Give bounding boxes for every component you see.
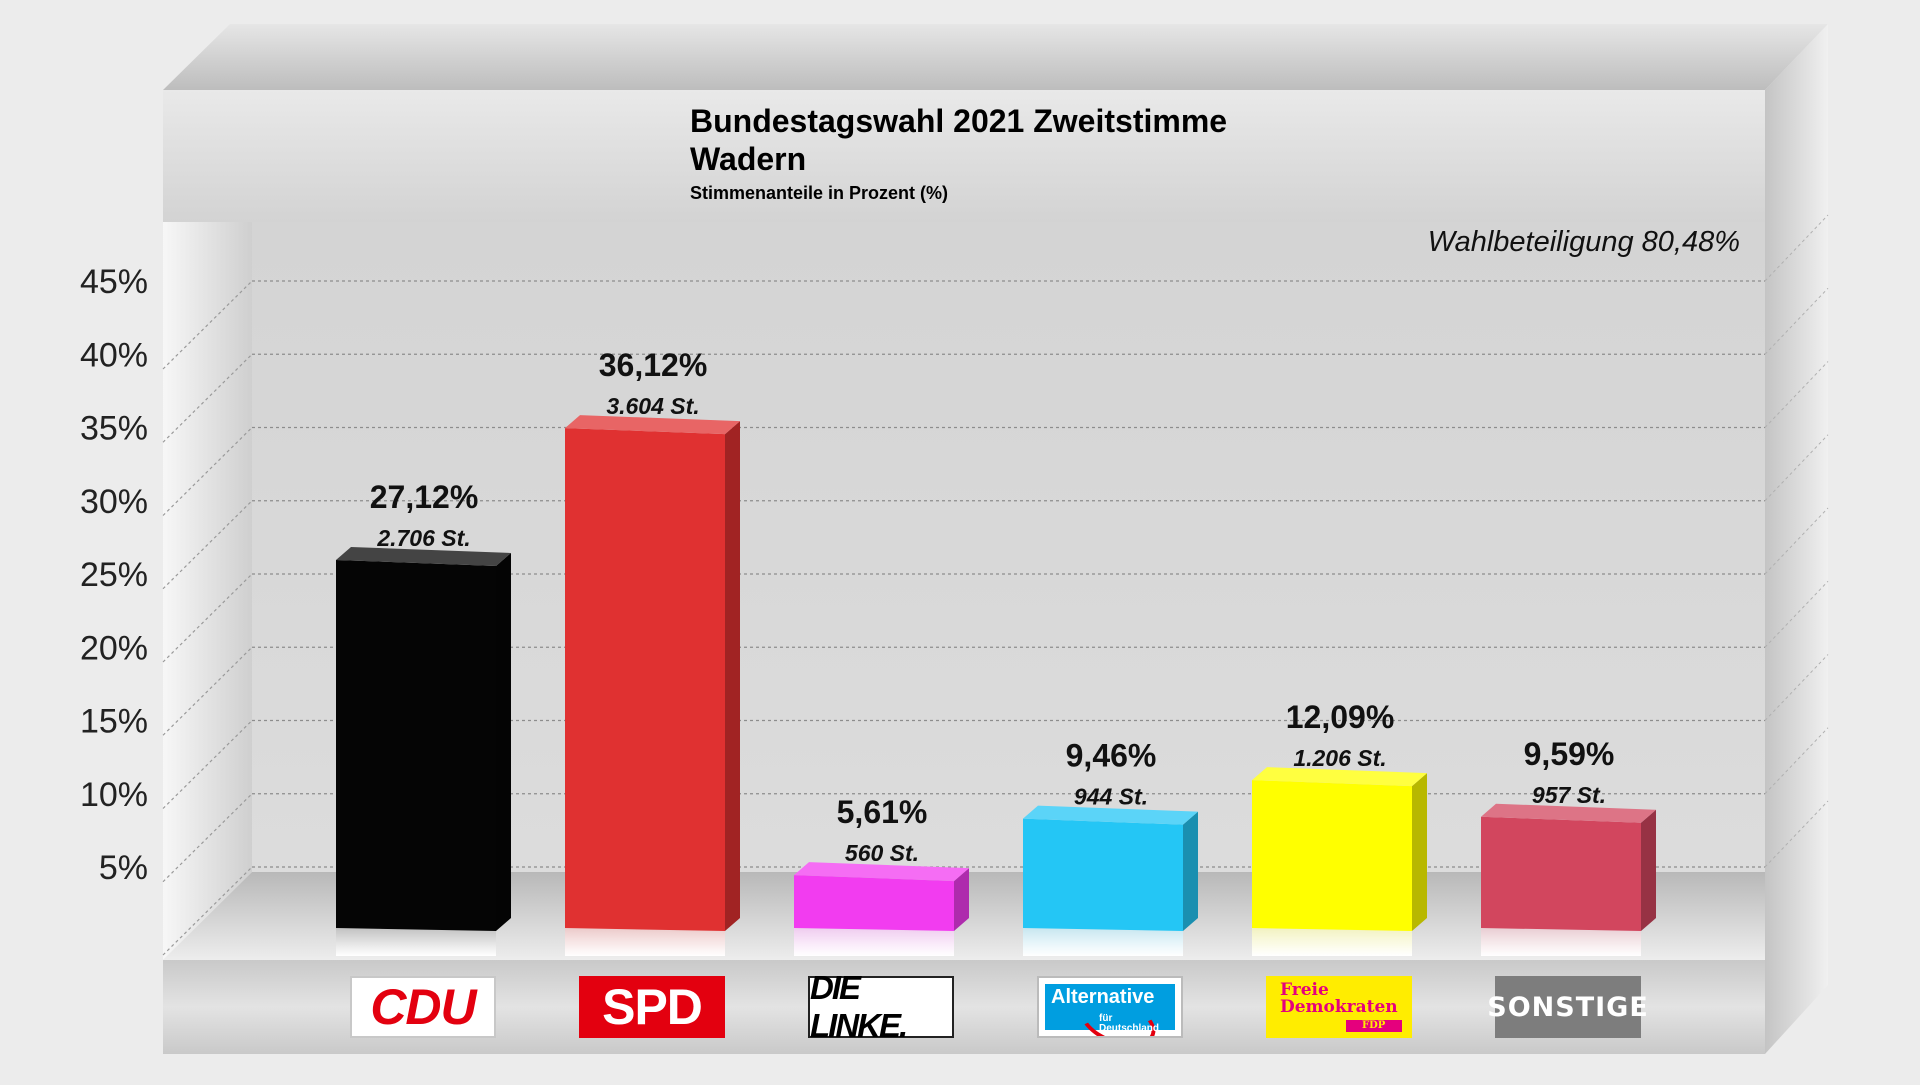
grid-line-side (162, 720, 253, 809)
bar-side (1412, 773, 1427, 931)
bar-top (336, 546, 511, 566)
spd-logo: SPD (579, 976, 725, 1038)
left-wall (163, 222, 252, 960)
bar-reflection-fade (565, 928, 725, 956)
turnout-annotation: Wahlbeteiligung 80,48% (1427, 226, 1740, 258)
fdp-logo-bar (1346, 1020, 1402, 1032)
y-tick-label: 10% (80, 776, 148, 814)
votes-label: 944 St. (1074, 784, 1148, 810)
y-axis-label: Stimmenanteile in Prozent (%) (690, 183, 949, 203)
y-tick-label: 25% (80, 556, 148, 594)
bar-side (954, 868, 969, 931)
y-tick-label: 45% (80, 263, 148, 301)
chart-subtitle: Wadern (690, 141, 807, 177)
value-label: 27,12% (370, 479, 479, 515)
linke-logo: DIE LINKE. (808, 969, 954, 1044)
votes-label: 560 St. (845, 840, 919, 866)
bar-reflection-fade (1481, 928, 1641, 956)
fdp-logo: Freie Demokraten FDP (1266, 976, 1412, 1038)
bar-top (1023, 805, 1198, 825)
votes-label: 957 St. (1532, 782, 1606, 808)
sonstige-logo: SONSTIGE (1487, 976, 1648, 1038)
cdu-logo: CDU (350, 976, 496, 1038)
bar-front (1252, 780, 1412, 931)
chart-title: Bundestagswahl 2021 Zweitstimme (690, 103, 1228, 139)
bar-top (1252, 767, 1427, 787)
bar-front (1023, 818, 1183, 931)
y-tick-label: 35% (80, 410, 148, 448)
votes-label: 3.604 St. (606, 393, 699, 419)
sonstige-logo-text: SONSTIGE (1487, 991, 1649, 1023)
fdp-logo-text: Freie Demokraten (1280, 982, 1398, 1016)
grid-line-side (162, 866, 253, 956)
value-label: 9,46% (1066, 738, 1157, 774)
grid-line-side (162, 573, 253, 663)
frame-right-bevel (1765, 24, 1828, 1054)
y-axis-ticks: 5% 10% 15% 20% 25% 30% 35% 40% 45% (80, 263, 148, 887)
bar-top (565, 415, 740, 435)
value-label: 36,12% (599, 347, 708, 383)
bar-front (336, 559, 496, 931)
grid-line-side (162, 353, 253, 443)
value-label: 12,09% (1286, 699, 1395, 735)
afd-sub-1: für (1099, 1013, 1113, 1024)
afd-logo-text: Alternative (1051, 986, 1155, 1008)
bar-reflection-fade (1252, 928, 1412, 956)
y-tick-label: 30% (80, 483, 148, 521)
data-labels: 27,12% 2.706 St. 36,12% 3.604 St. 5,61% 560 S… (370, 347, 1615, 866)
bar-side (496, 552, 511, 931)
bars (336, 415, 1656, 956)
afd-logo-band (1045, 984, 1175, 1030)
chart-title-block: Bundestagswahl 2021 Zweitstimme Wadern S… (690, 102, 1227, 206)
votes-label: 2.706 St. (376, 525, 470, 551)
spd-logo-text: SPD (602, 979, 703, 1035)
grid-line-side (162, 793, 253, 883)
grid-line-side (162, 280, 253, 370)
y-tick-label: 20% (80, 629, 148, 667)
grid-line-side (162, 646, 253, 736)
bar-top (794, 862, 969, 882)
y-tick-label: 5% (99, 849, 148, 887)
fdp-line-2: Demokraten (1280, 997, 1398, 1017)
cdu-logo-text: CDU (370, 979, 476, 1035)
fdp-line-1: Freie (1280, 980, 1329, 1000)
afd-logo: Alternative für Deutschland (1037, 976, 1183, 1038)
bar-front (565, 428, 725, 931)
grid-line-side (162, 500, 253, 590)
linke-logo-text: DIE LINKE. (810, 969, 908, 1044)
bar-reflection-fade (1023, 928, 1183, 956)
bar-reflection-fade (794, 928, 954, 956)
y-tick-label: 15% (80, 703, 148, 741)
afd-logo-subtext: für Deutschland (1099, 1014, 1159, 1034)
title-band (163, 90, 1765, 222)
frame-top-bevel (163, 24, 1828, 90)
y-tick-label: 40% (80, 336, 148, 374)
bar-side (725, 421, 740, 931)
bar-front (1481, 816, 1641, 931)
votes-label: 1.206 St. (1293, 745, 1386, 771)
bar-reflection-fade (336, 928, 496, 956)
bar-side (1183, 811, 1198, 931)
grid-line-side (162, 427, 253, 516)
bar-side (1641, 809, 1656, 931)
value-label: 5,61% (837, 794, 928, 830)
fdp-logo-tag: FDP (1362, 1020, 1386, 1031)
bar-top (1481, 803, 1656, 823)
value-label: 9,59% (1524, 736, 1615, 772)
bar-front (794, 875, 954, 931)
afd-sub-2: Deutschland (1099, 1023, 1160, 1034)
